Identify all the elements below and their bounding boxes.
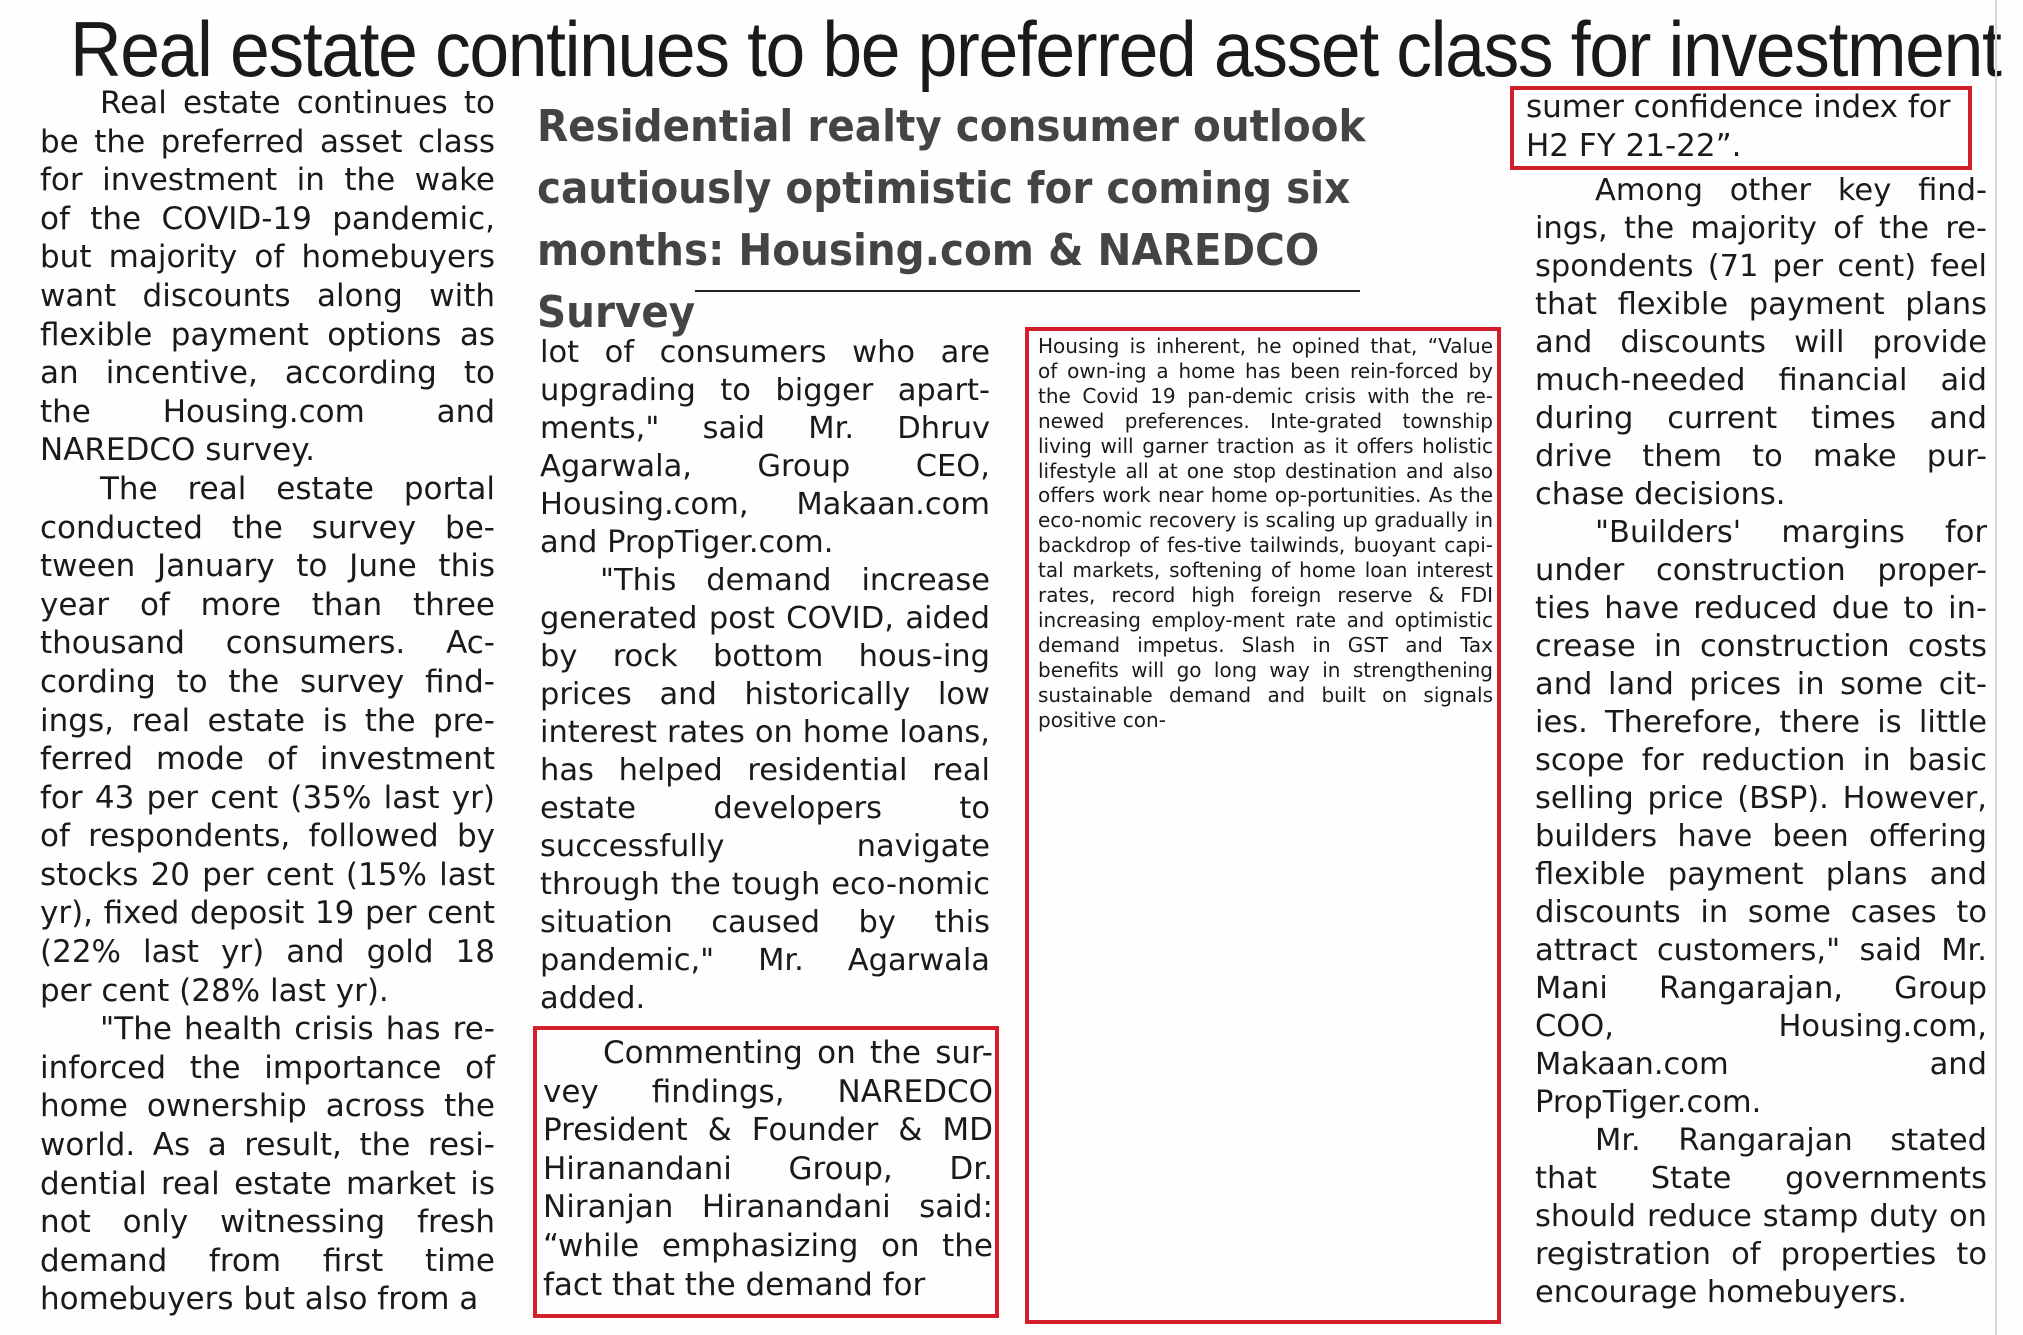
paragraph: "This demand increase generated post COV… — [540, 562, 990, 1016]
paragraph: Mr. Rangarajan stated that State governm… — [1535, 1122, 1987, 1310]
article-column-3: Housing is inherent, he opined that, “Va… — [1038, 334, 1493, 1324]
paragraph: Among other key find-ings, the majority … — [1535, 173, 1987, 512]
highlight-box-quote-end: sumer confidence index for H2 FY 21-22”. — [1510, 86, 1972, 170]
article-column-4: Among other key find-ings, the majority … — [1535, 172, 1987, 1322]
highlight-box-quote-start: Commenting on the sur-vey findings, NARE… — [533, 1026, 999, 1318]
highlight-text: Commenting on the sur-vey findings, NARE… — [543, 1034, 993, 1304]
headline: Real estate continues to be preferred as… — [70, 5, 2002, 93]
page-edge-rule — [1995, 0, 1997, 1335]
article-column-2: lot of consumers who are upgrading to bi… — [540, 334, 990, 1024]
paragraph: Housing is inherent, he opined that, “Va… — [1038, 334, 1493, 732]
highlight-text: sumer confidence index for H2 FY 21-22”. — [1526, 88, 1971, 165]
paragraph: lot of consumers who are upgrading to bi… — [540, 335, 990, 560]
paragraph: "The health crisis has re-inforced the i… — [40, 1011, 495, 1318]
paragraph: The real estate portal conducted the sur… — [40, 470, 495, 1009]
subheadline-rule — [695, 290, 1360, 292]
paragraph: "Builders' margins for under constructio… — [1535, 514, 1987, 1120]
subheadline: Residential realty consumer outlook caut… — [537, 101, 1366, 338]
paragraph: sumer confidence index for H2 FY 21-22”. — [1526, 89, 1951, 164]
paragraph: Real estate continues to be the preferre… — [40, 85, 495, 469]
highlight-box-quote-body — [1025, 327, 1501, 1324]
article-column-1: Real estate continues to be the preferre… — [40, 84, 495, 1329]
paragraph: Commenting on the sur-vey findings, NARE… — [543, 1035, 993, 1303]
